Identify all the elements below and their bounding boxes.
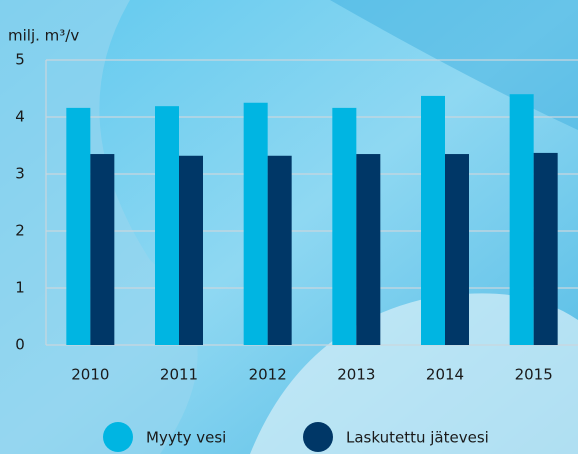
bar — [90, 154, 114, 345]
y-tick-label: 0 — [15, 336, 25, 354]
y-tick-label: 4 — [15, 108, 25, 126]
bar — [534, 153, 558, 345]
bar — [155, 106, 179, 345]
x-tick-label: 2013 — [337, 366, 375, 384]
legend-label: Laskutettu jätevesi — [346, 429, 489, 447]
chart: milj. m³/v 0 1 2 3 4 5 2010 2011 2012 2013 2014 201… — [0, 0, 578, 454]
x-tick-label: 2012 — [249, 366, 287, 384]
y-tick-label: 2 — [15, 222, 25, 240]
bar — [510, 94, 534, 345]
bar — [179, 156, 203, 345]
bar — [356, 154, 380, 345]
x-tick-label: 2011 — [160, 366, 198, 384]
x-tick-label: 2014 — [426, 366, 464, 384]
x-tick-label: 2010 — [71, 366, 109, 384]
page: {"chart_data": {"type": "bar", "title": … — [0, 0, 578, 458]
y-tick-label: 3 — [15, 165, 25, 183]
legend-label: Myyty vesi — [146, 429, 226, 447]
legend-marker — [303, 422, 333, 452]
bar — [268, 156, 292, 345]
bar — [66, 108, 90, 345]
y-tick-label: 5 — [15, 51, 25, 69]
bar — [244, 103, 268, 345]
bar — [332, 108, 356, 345]
y-tick-label: 1 — [15, 279, 25, 297]
axis-unit: milj. m³/v — [8, 27, 79, 45]
legend-marker — [103, 422, 133, 452]
bar — [421, 96, 445, 345]
x-tick-label: 2015 — [515, 366, 553, 384]
bar — [445, 154, 469, 345]
